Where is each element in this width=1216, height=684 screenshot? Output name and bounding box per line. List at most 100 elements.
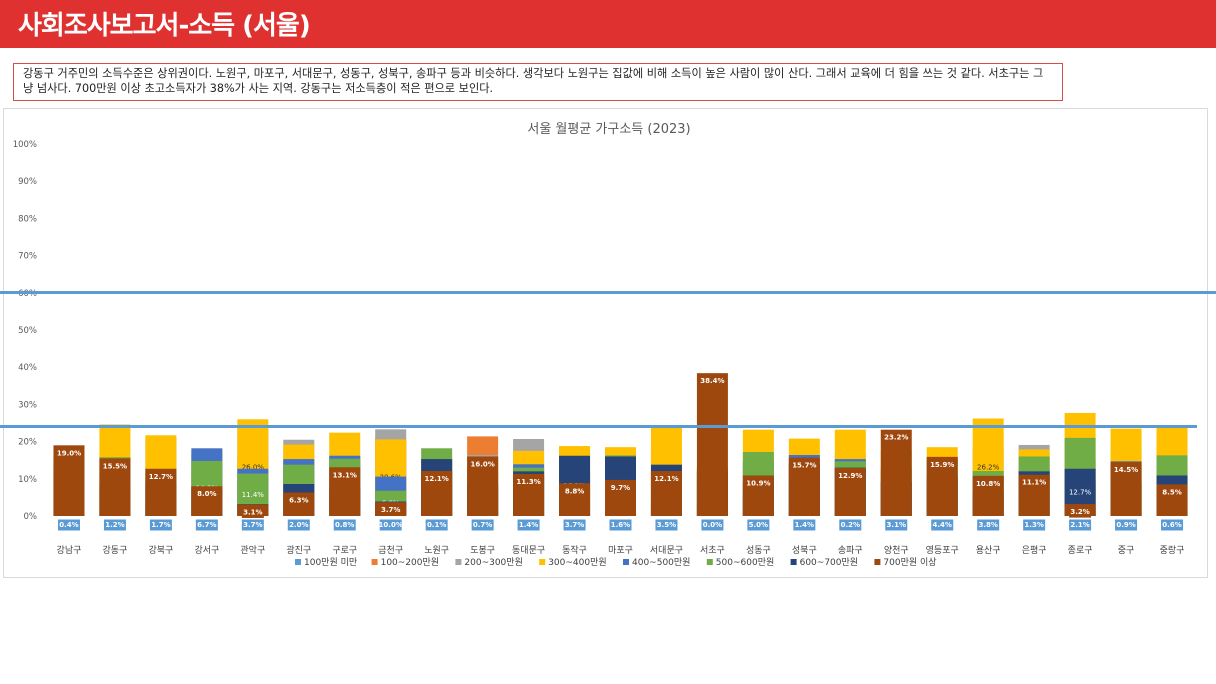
data-label: 3.7% (243, 521, 262, 529)
data-label: 4.4% (933, 521, 952, 529)
commentary-box: 강동구 거주민의 소득수준은 상위권이다. 노원구, 마포구, 서대문구, 성동… (13, 63, 1063, 101)
data-label-tag (701, 519, 724, 531)
data-label-tag (1115, 519, 1138, 531)
data-label: 1.3% (1024, 521, 1043, 529)
data-label-tag (563, 485, 586, 497)
legend-entry: 600~700만원 (800, 557, 858, 568)
chart-area: 서울 월평균 가구소득 (2023) 0% 10% 20% 30% 40% 50% 60% 70… (3, 108, 1208, 578)
bar-stacks: 0.4%3.9%12.2%16.9%14.4%17.3%15.9%19.0%1.… (53, 373, 1188, 531)
data-label-tag (1069, 519, 1092, 531)
data-label: 2.0% (289, 521, 308, 529)
data-label-tag (241, 519, 264, 531)
data-label: 8.5% (1162, 488, 1181, 496)
data-label: 2.1% (1070, 521, 1089, 529)
data-label-tag (57, 519, 80, 531)
x-category-label: 동작구 (562, 545, 587, 556)
data-label-tag (747, 519, 770, 531)
x-category-label: 성북구 (792, 545, 817, 556)
data-label: 15.9% (930, 461, 954, 469)
data-label: 3.5% (657, 521, 676, 529)
stacked-bar-chart: 서울 월평균 가구소득 (2023) 0% 10% 20% 30% 40% 50% 60% 70… (13, 122, 1188, 568)
chart-title: 서울 월평균 가구소득 (2023) (527, 122, 690, 137)
x-category-label: 송파구 (838, 545, 863, 556)
data-label-tag (149, 519, 172, 531)
y-tick-label: 50% (18, 326, 37, 336)
data-label-tag (241, 506, 264, 518)
data-label: 12.1% (425, 475, 449, 483)
x-category-label: 금천구 (378, 545, 403, 556)
legend-entry: 400~500만원 (632, 557, 690, 568)
legend-swatch (623, 559, 629, 565)
data-label: 0.1% (427, 521, 446, 529)
data-label-tag (701, 375, 724, 387)
data-label: 1.7% (151, 521, 170, 529)
data-label-tag (471, 519, 494, 531)
data-label-tag (977, 478, 1000, 490)
data-label: 15.7% (792, 462, 816, 470)
data-label-tag (839, 519, 862, 531)
data-label-tag (103, 519, 126, 531)
legend-entry: 300~400만원 (548, 557, 606, 568)
data-label-tag (1161, 486, 1184, 498)
y-tick-label: 90% (18, 177, 37, 187)
title-banner: 사회조사보고서-소득 (서울) (0, 0, 1216, 48)
data-label: 3.8% (978, 521, 997, 529)
data-label-tag (1069, 506, 1092, 518)
data-label-tag (885, 519, 908, 531)
x-category-label: 도봉구 (470, 545, 495, 556)
data-label-tag (425, 473, 448, 485)
x-category-label: 강북구 (148, 545, 173, 556)
x-category-label: 노원구 (424, 545, 449, 556)
data-label-tag (103, 460, 126, 472)
data-label: 8.0% (197, 490, 216, 498)
x-category-label: 성동구 (746, 545, 771, 556)
data-label: 0.2% (841, 521, 860, 529)
data-label: 26.0% (242, 464, 265, 472)
data-label-tag (1115, 464, 1138, 476)
data-label: 1.4% (795, 521, 814, 529)
data-label: 12.7% (1069, 488, 1092, 496)
data-label-tag (931, 519, 954, 531)
y-tick-label: 20% (18, 438, 37, 448)
data-label-tag (747, 477, 770, 489)
data-label-tag (379, 504, 402, 516)
data-label-tag (287, 519, 310, 531)
legend-swatch (706, 559, 713, 565)
data-label-tag (57, 447, 80, 459)
data-label-tag (1161, 519, 1184, 531)
x-category-label: 동대문구 (512, 545, 545, 556)
data-label-tag (885, 432, 908, 444)
data-label-tag (195, 519, 218, 531)
legend-entry: 200~300만원 (464, 557, 522, 568)
data-label: 10.0% (379, 521, 403, 529)
data-label: 0.9% (1116, 521, 1135, 529)
data-label-tag (563, 519, 586, 531)
data-label-tag (333, 469, 356, 481)
data-label-tag (425, 519, 448, 531)
data-label-tag (931, 459, 954, 471)
data-label: 16.0% (470, 460, 494, 468)
data-label-tag (655, 519, 678, 531)
data-label: 19.0% (57, 449, 81, 457)
y-tick-label: 80% (18, 214, 37, 224)
data-label: 15.5% (103, 462, 127, 470)
data-label: 14.5% (1114, 466, 1138, 474)
x-category-label: 강서구 (194, 545, 219, 556)
y-tick-label: 60% (18, 289, 37, 299)
data-label-tag (977, 519, 1000, 531)
data-label-tag (1023, 477, 1046, 489)
bar-segment (880, 429, 912, 516)
legend-swatch (874, 559, 881, 565)
data-label: 12.9% (838, 472, 862, 480)
legend-swatch (295, 559, 301, 565)
x-category-label: 구로구 (332, 545, 357, 556)
data-label-tag (517, 519, 540, 531)
x-category-label: 은평구 (1022, 545, 1047, 556)
legend-swatch (790, 559, 797, 565)
x-category-label: 종로구 (1068, 545, 1093, 556)
data-label-tag (333, 519, 356, 531)
data-label: 1.2% (105, 521, 124, 529)
legend-swatch (539, 559, 546, 565)
x-category-label: 서대문구 (650, 545, 683, 556)
x-category-label: 광진구 (286, 544, 311, 556)
